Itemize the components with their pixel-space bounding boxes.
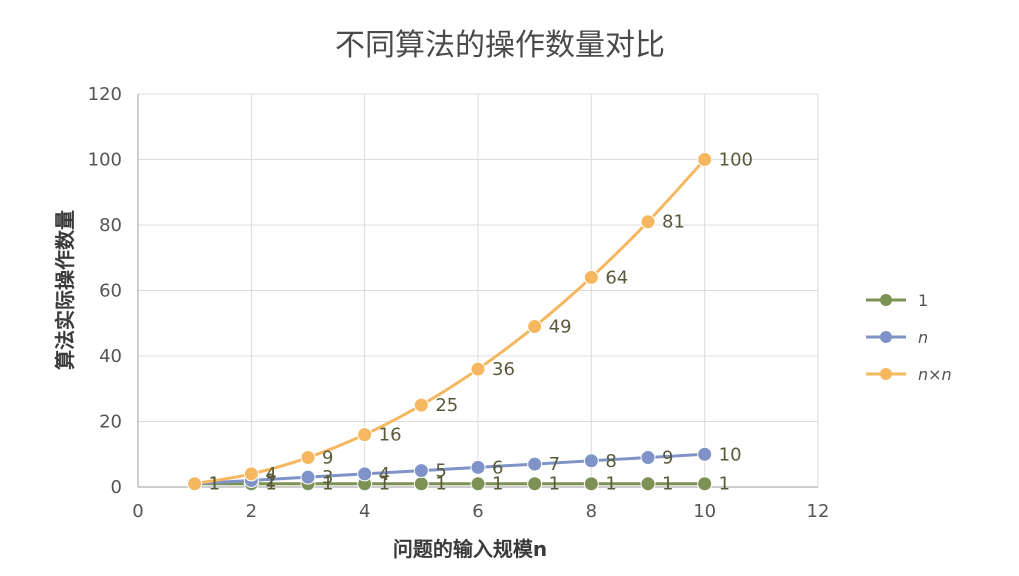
- y-tick-label: 60: [99, 281, 122, 302]
- x-tick-label: 10: [693, 501, 716, 522]
- x-tick-label: 2: [246, 501, 257, 522]
- series-point-0: [698, 477, 712, 491]
- data-label-1: 10: [719, 444, 742, 465]
- data-label-2: 64: [605, 267, 628, 288]
- legend-label-1: n: [918, 328, 928, 347]
- x-tick-label: 0: [132, 501, 143, 522]
- y-axis-title: 算法实际操作数量: [53, 210, 77, 370]
- x-tick-label: 8: [586, 501, 597, 522]
- legend-marker-2: [880, 368, 892, 380]
- data-label-2: 9: [322, 448, 333, 469]
- y-tick-label: 0: [111, 477, 122, 498]
- series-point-0: [471, 477, 485, 491]
- grid: [138, 94, 818, 487]
- series-point-1: [301, 470, 315, 484]
- data-label-2: 4: [265, 464, 276, 485]
- legend-label-0: 1: [918, 291, 928, 310]
- series-point-1: [641, 451, 655, 465]
- data-label-0: 1: [719, 474, 730, 495]
- data-label-2: 81: [662, 212, 685, 233]
- data-label-2: 16: [379, 425, 402, 446]
- y-tick-label: 120: [88, 84, 122, 105]
- series-point-2: [244, 467, 258, 481]
- series-point-0: [528, 477, 542, 491]
- series-point-2: [301, 451, 315, 465]
- series-point-1: [471, 460, 485, 474]
- series-point-1: [584, 454, 598, 468]
- data-label-2: 25: [435, 395, 458, 416]
- data-label-2: 36: [492, 359, 515, 380]
- chart-title: 不同算法的操作数量对比: [335, 28, 665, 63]
- series-point-2: [188, 477, 202, 491]
- data-label-1: 5: [435, 461, 446, 482]
- x-tick-label: 6: [472, 501, 483, 522]
- data-label-2: 1: [209, 474, 220, 495]
- series-point-2: [641, 215, 655, 229]
- y-tick-label: 40: [99, 346, 122, 367]
- x-tick-label: 12: [807, 501, 830, 522]
- series-point-1: [358, 467, 372, 481]
- data-label-1: 9: [662, 448, 673, 469]
- data-label-1: 8: [605, 451, 616, 472]
- y-tick-label: 80: [99, 215, 122, 236]
- y-tick-label: 20: [99, 412, 122, 433]
- legend-marker-1: [880, 331, 892, 343]
- series-line-2: [195, 160, 705, 484]
- data-label-0: 1: [662, 474, 673, 495]
- series-point-2: [584, 270, 598, 284]
- x-axis-title: 问题的输入规模n: [393, 537, 547, 561]
- data-label-0: 1: [605, 474, 616, 495]
- series-point-0: [584, 477, 598, 491]
- series-point-0: [414, 477, 428, 491]
- legend-marker-0: [880, 294, 892, 306]
- series-point-1: [414, 464, 428, 478]
- series-point-1: [698, 447, 712, 461]
- legend-label-2: n×n: [918, 365, 952, 384]
- series-point-2: [698, 153, 712, 167]
- series-group: [188, 153, 712, 491]
- legend: 1 n n×n: [866, 291, 952, 384]
- x-tick-label: 4: [359, 501, 370, 522]
- y-tick-label: 100: [88, 150, 122, 171]
- data-label-1: 6: [492, 457, 503, 478]
- data-label-2: 100: [719, 150, 753, 171]
- data-label-2: 49: [549, 317, 572, 338]
- series-point-2: [414, 398, 428, 412]
- series-point-2: [528, 320, 542, 334]
- series-point-0: [641, 477, 655, 491]
- data-label-1: 3: [322, 467, 333, 488]
- series-point-2: [358, 428, 372, 442]
- series-point-2: [471, 362, 485, 376]
- data-label-1: 7: [549, 454, 560, 475]
- data-label-1: 4: [379, 464, 390, 485]
- data-label-0: 1: [549, 474, 560, 495]
- series-point-1: [528, 457, 542, 471]
